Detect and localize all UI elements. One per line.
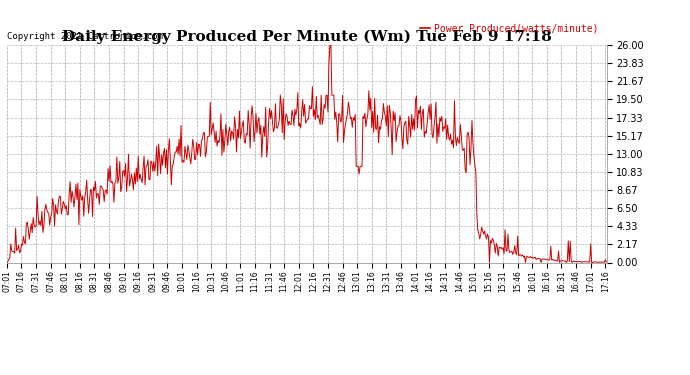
Title: Daily Energy Produced Per Minute (Wm) Tue Feb 9 17:18: Daily Energy Produced Per Minute (Wm) Tu… (62, 30, 552, 44)
Legend: Power Produced(watts/minute): Power Produced(watts/minute) (417, 20, 602, 37)
Text: Copyright 2021 Cartronics.com: Copyright 2021 Cartronics.com (7, 32, 163, 41)
